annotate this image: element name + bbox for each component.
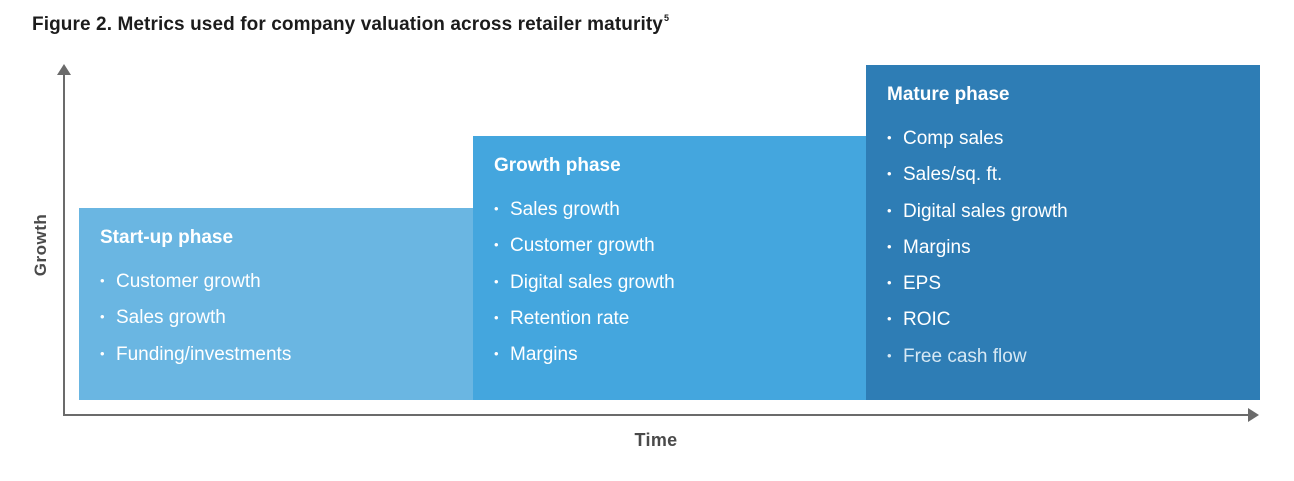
- metric-label: Margins: [903, 236, 971, 258]
- growth-phase-title: Growth phase: [494, 155, 621, 176]
- metric-label: Funding/investments: [116, 343, 292, 365]
- list-item: • Margins: [494, 343, 675, 379]
- metric-label: Sales growth: [116, 307, 226, 329]
- footnote-reference: 5: [663, 13, 670, 23]
- metric-label: Customer growth: [510, 235, 655, 257]
- bullet-icon: •: [494, 201, 499, 216]
- metric-label: Sales growth: [510, 199, 620, 220]
- bullet-icon: •: [494, 273, 499, 289]
- list-item: • Comp sales: [887, 127, 1068, 163]
- bullet-icon: •: [494, 237, 499, 253]
- list-item: • Sales growth: [100, 306, 291, 342]
- bullet-icon: •: [887, 166, 892, 182]
- metric-label: ROIC: [903, 309, 951, 331]
- bullet-icon: •: [494, 309, 499, 325]
- figure-title: Figure 2. Metrics used for company valua…: [32, 13, 669, 36]
- growth-phase-metrics: • Sales growth • Customer growth • Digital …: [494, 198, 675, 379]
- bullet-icon: •: [887, 202, 892, 218]
- figure-title-text: Figure 2. Metrics used for company valua…: [32, 14, 663, 35]
- bullet-icon: •: [100, 309, 105, 325]
- metric-label: Free cash flow: [903, 345, 1027, 367]
- list-item: • ROIC: [887, 308, 1068, 344]
- list-item: • Digital sales growth: [887, 200, 1068, 236]
- metric-label: Retention rate: [510, 307, 630, 329]
- metric-label: Comp sales: [903, 128, 1004, 149]
- list-item: • Sales growth: [494, 198, 675, 234]
- list-item: • Customer growth: [100, 270, 291, 306]
- list-item: • Sales/sq. ft.: [887, 163, 1068, 199]
- startup-phase-title: Start-up phase: [100, 227, 234, 248]
- metric-label: Digital sales growth: [510, 271, 675, 293]
- x-axis-arrow: [1248, 408, 1259, 422]
- list-item: • Customer growth: [494, 234, 675, 270]
- bullet-icon: •: [887, 130, 892, 145]
- mature-phase-metrics: • Comp sales • Sales/sq. ft. • Digital sale…: [887, 127, 1068, 381]
- startup-phase-box: Start-up phase • Customer growth • Sales g…: [79, 208, 473, 400]
- metric-label: Sales/sq. ft.: [903, 164, 1003, 186]
- metric-label: Digital sales growth: [903, 200, 1068, 222]
- list-item: • Free cash flow: [887, 345, 1068, 381]
- bullet-icon: •: [887, 311, 892, 327]
- metric-label: Customer growth: [116, 271, 261, 292]
- bullet-icon: •: [887, 238, 892, 254]
- growth-phase-box: Growth phase • Sales growth • Customer gro…: [473, 136, 866, 400]
- mature-phase-title: Mature phase: [887, 84, 1010, 105]
- y-axis-arrow: [57, 64, 71, 75]
- bullet-icon: •: [887, 275, 892, 291]
- list-item: • Digital sales growth: [494, 271, 675, 307]
- bullet-icon: •: [494, 346, 499, 362]
- metric-label: EPS: [903, 273, 942, 295]
- y-axis-label: Growth: [31, 213, 50, 277]
- metric-label: Margins: [510, 344, 578, 366]
- list-item: • EPS: [887, 272, 1068, 308]
- mature-phase-box: Mature phase • Comp sales • Sales/sq. ft. …: [866, 65, 1260, 400]
- startup-phase-metrics: • Customer growth • Sales growth • Funding/…: [100, 270, 291, 379]
- list-item: • Funding/investments: [100, 343, 291, 379]
- bullet-icon: •: [100, 273, 105, 288]
- x-axis-label: Time: [634, 430, 678, 450]
- list-item: • Margins: [887, 236, 1068, 272]
- bullet-icon: •: [887, 347, 892, 363]
- list-item: • Retention rate: [494, 307, 675, 343]
- bullet-icon: •: [100, 345, 105, 361]
